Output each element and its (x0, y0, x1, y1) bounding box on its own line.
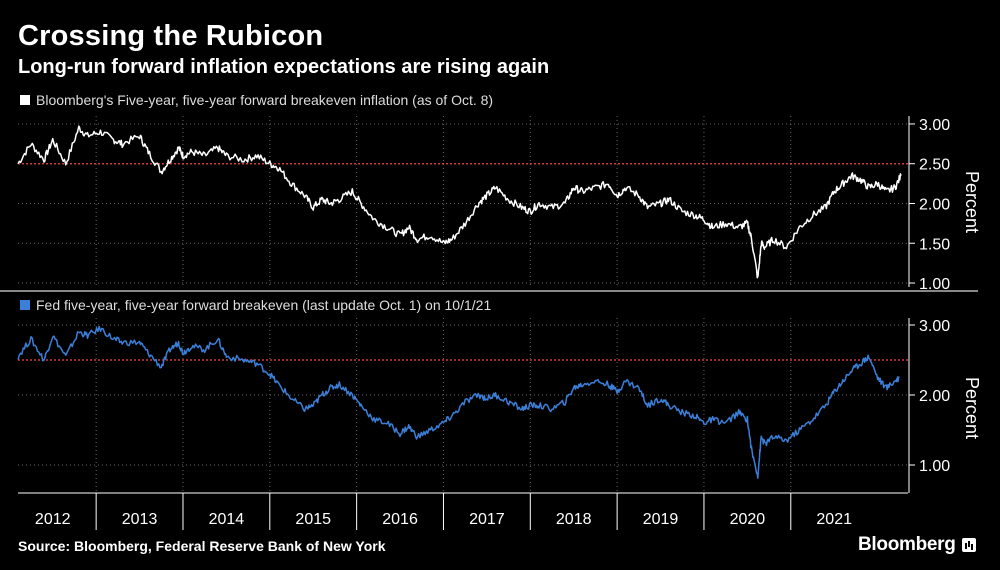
ytick-label-1-1: 1.50 (919, 236, 950, 253)
x-tick-label-2012: 2012 (35, 511, 71, 528)
chart-subtitle: Long-run forward inflation expectations … (18, 56, 550, 78)
y-axis-label-1: Percent (962, 171, 982, 233)
legend-label-fed: Fed five-year, five-year forward breakev… (36, 297, 492, 313)
ytick-label-1-3: 2.50 (919, 157, 950, 174)
ytick-label-2-2: 3.00 (919, 318, 950, 335)
y-axis-label-2: Percent (962, 377, 982, 439)
legend-fed: Fed five-year, five-year forward breakev… (20, 297, 491, 313)
x-tick-label-2013: 2013 (122, 511, 158, 528)
x-tick-label-2016: 2016 (382, 511, 418, 528)
series-line-1 (17, 125, 902, 279)
legend-label-bloomberg: Bloomberg's Five-year, five-year forward… (36, 92, 494, 108)
x-tick-label-2020: 2020 (730, 511, 766, 528)
x-tick-label-2018: 2018 (556, 511, 592, 528)
x-tick-label-2015: 2015 (295, 511, 331, 528)
x-tick-label-2019: 2019 (643, 511, 679, 528)
ytick-label-1-2: 2.00 (919, 196, 950, 213)
x-tick-label-2017: 2017 (469, 511, 505, 528)
bloomberg-logo: Bloomberg (858, 534, 976, 556)
x-tick-label-2014: 2014 (209, 511, 245, 528)
legend-swatch-blue (20, 300, 30, 310)
x-tick-label-2021: 2021 (816, 511, 852, 528)
series-line-2 (17, 325, 900, 479)
bloomberg-icon (961, 538, 976, 552)
ytick-label-1-4: 3.00 (919, 117, 950, 134)
brand-name: Bloomberg (858, 534, 956, 555)
ytick-label-2-0: 1.00 (919, 458, 950, 475)
chart-title: Crossing the Rubicon (18, 20, 324, 52)
legend-swatch-white (20, 95, 30, 105)
legend-bloomberg: Bloomberg's Five-year, five-year forward… (20, 92, 493, 108)
ytick-label-2-1: 2.00 (919, 388, 950, 405)
ytick-label-1-0: 1.00 (919, 276, 950, 293)
source-note: Source: Bloomberg, Federal Reserve Bank … (18, 538, 386, 554)
